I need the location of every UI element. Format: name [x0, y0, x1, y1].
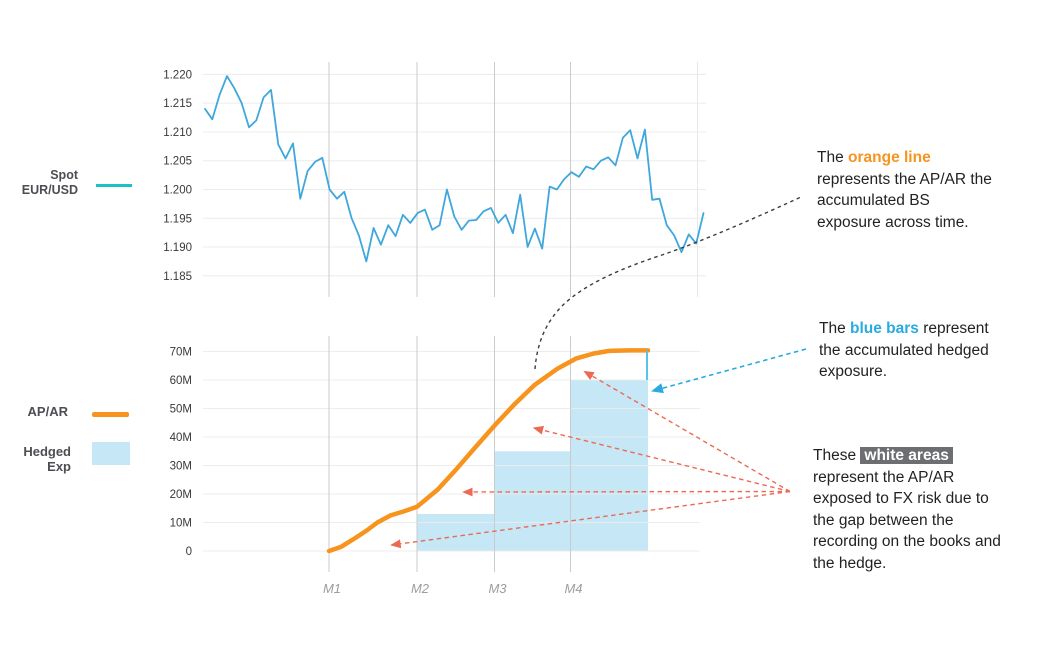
spot-y-tick-label: 1.200	[163, 184, 192, 196]
apar-line-swatch	[92, 412, 129, 417]
month-tick-label: M1	[323, 581, 341, 596]
spot-y-tick-label: 1.220	[163, 69, 192, 81]
exposure-y-tick-label: 40M	[170, 432, 192, 444]
white-note-rest: represent the AP/AR exposed to FX risk d…	[813, 468, 1001, 572]
exposure-y-tick-label: 50M	[170, 404, 192, 416]
white-area-arrow	[390, 490, 791, 549]
white-note-keyword: white areas	[860, 447, 953, 464]
spot-y-tick-label: 1.195	[163, 213, 192, 225]
spot-y-tick-label: 1.190	[163, 242, 192, 254]
apar-curve	[326, 348, 651, 554]
month-tick-label: M3	[488, 581, 507, 596]
month-tick-label: M2	[411, 581, 430, 596]
exposure-y-tick-label: 60M	[170, 375, 192, 387]
exposure-y-tick-label: 20M	[170, 489, 192, 501]
exposure-y-tick-label: 70M	[170, 347, 192, 359]
spot-legend-label: Spot EUR/USD	[14, 168, 78, 197]
spot-y-tick-label: 1.205	[163, 156, 192, 168]
orange-line-note: The orange line represents the AP/AR the…	[817, 147, 1049, 233]
spot-y-tick-label: 1.215	[163, 98, 192, 110]
hedged-exposure-bar	[417, 513, 495, 551]
hedged-bar-swatch	[92, 442, 130, 465]
hedged-exposure-bar	[494, 451, 571, 551]
white-area-arrow	[532, 425, 791, 493]
exposure-y-tick-label: 10M	[170, 518, 192, 530]
exposure-y-tick-label: 30M	[170, 461, 192, 473]
spot-line-swatch	[96, 184, 132, 187]
hedged-legend-line1: Hedged	[23, 444, 71, 459]
blue-note-pre: The	[819, 320, 851, 337]
white-areas-note: These white areas represent the AP/AR ex…	[813, 445, 1045, 574]
white-area-arrow	[462, 487, 791, 497]
annotation-arrows	[390, 196, 807, 549]
spot-y-tick-label: 1.210	[163, 127, 192, 139]
orange-note-keyword: orange line	[848, 149, 931, 166]
exposure-chart: 70M 60M 50M 40M 30M 20M 10M 0 M1 M2 M3 M4	[170, 336, 700, 596]
hedged-legend-line2: Exp	[47, 459, 71, 474]
spot-chart: 1.220 1.215 1.210 1.205 1.200 1.195 1.190 1.185	[163, 62, 706, 297]
blue-bars-note: The blue bars represent the accumulated …	[819, 318, 1051, 383]
orange-note-rest: represents the AP/AR the accumulated BS …	[817, 170, 992, 231]
orange-note-pointer	[534, 196, 802, 370]
hedged-legend-label: Hedged Exp	[10, 444, 71, 474]
blue-bars-arrow	[651, 348, 807, 394]
spot-line	[204, 75, 705, 263]
blue-note-rest: represent the accumulated hedged exposur…	[819, 320, 989, 380]
exposure-y-tick-label: 0	[186, 546, 192, 558]
white-note-pre: These	[813, 447, 861, 464]
spot-legend-line1: Spot	[50, 168, 78, 182]
orange-note-pre: The	[817, 149, 849, 166]
month-tick-label: M4	[564, 581, 582, 596]
apar-legend-label: AP/AR	[27, 404, 68, 419]
spot-y-tick-label: 1.185	[163, 271, 192, 283]
blue-note-keyword: blue bars	[850, 320, 919, 337]
spot-legend-line2: EUR/USD	[21, 182, 78, 197]
